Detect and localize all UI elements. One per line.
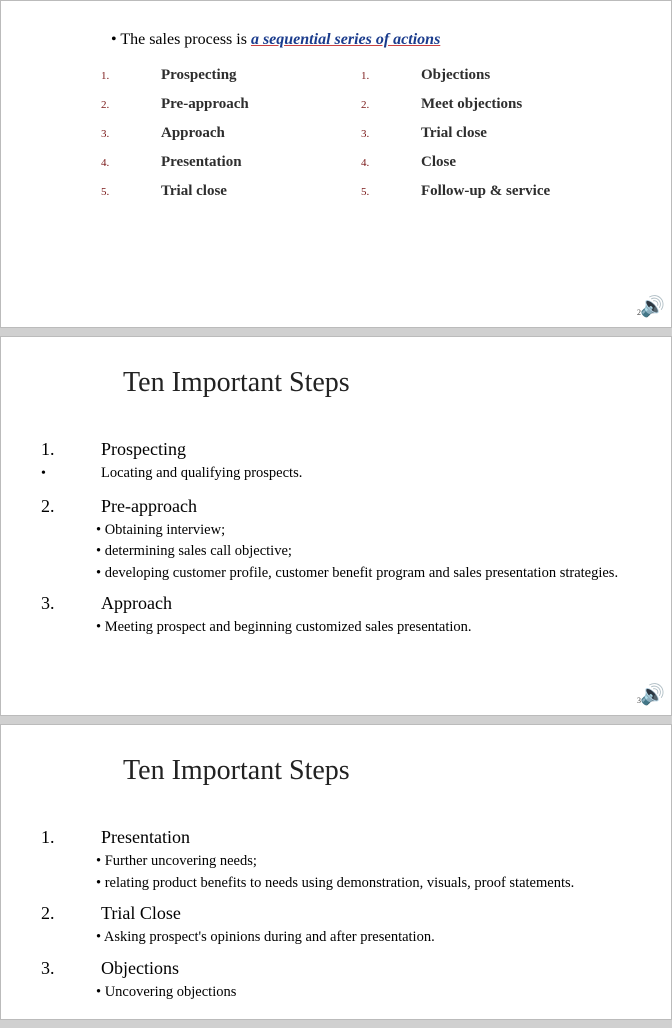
sub-line: • Locating and qualifying prospects. (41, 464, 631, 486)
sub-text: • Uncovering objections (96, 983, 631, 1003)
step-number: 4. (361, 157, 421, 169)
step-label: Objections (421, 67, 490, 84)
slide-title: Ten Important Steps (123, 367, 631, 399)
speaker-icon: 🔊 (640, 294, 665, 319)
sub-text: • relating product benefits to needs usi… (96, 874, 631, 894)
step-row: 1.Objections (361, 67, 621, 84)
sub-text: • determining sales call objective; (96, 542, 631, 562)
step-row: 5.Follow-up & service (361, 183, 621, 200)
step-label: Close (421, 154, 456, 171)
sub-text: • Asking prospect's opinions during and … (96, 928, 631, 948)
item-head: 3. Approach (41, 593, 631, 614)
step-number: 4. (101, 157, 161, 169)
step-row: 2.Pre-approach (101, 96, 361, 113)
step-number: 2. (361, 99, 421, 111)
step-label: Follow-up & service (421, 183, 550, 200)
item-number: 3. (41, 958, 101, 979)
slide-1: • The sales process is a sequential seri… (0, 0, 672, 328)
item-block: 3. Objections • Uncovering objections (41, 958, 631, 1003)
item-block: 3. Approach • Meeting prospect and begin… (41, 593, 631, 638)
item-block: 2. Trial Close • Asking prospect's opini… (41, 903, 631, 948)
sub-text: • Obtaining interview; (96, 521, 631, 541)
step-number: 3. (361, 128, 421, 140)
step-number: 1. (101, 70, 161, 82)
intro-prefix: • The sales process is (111, 31, 251, 48)
step-label: Trial close (161, 183, 227, 200)
item-block: 1. Presentation • Further uncovering nee… (41, 827, 631, 893)
step-row: 4.Presentation (101, 154, 361, 171)
step-row: 1.Prospecting (101, 67, 361, 84)
step-row: 3.Approach (101, 125, 361, 142)
step-number: 3. (101, 128, 161, 140)
step-label: Pre-approach (161, 96, 249, 113)
sub-text: • Meeting prospect and beginning customi… (96, 618, 631, 638)
item-title: Trial Close (101, 903, 181, 924)
sub-text: • Further uncovering needs; (96, 852, 631, 872)
item-head: 1. Presentation (41, 827, 631, 848)
step-row: 5.Trial close (101, 183, 361, 200)
slide-2: Ten Important Steps 1. Prospecting • Loc… (0, 336, 672, 716)
item-head: 2. Pre-approach (41, 496, 631, 517)
step-row: 2.Meet objections (361, 96, 621, 113)
intro-emphasis: a sequential series of actions (251, 31, 440, 48)
step-label: Approach (161, 125, 225, 142)
sub-text: • developing customer profile, customer … (96, 564, 631, 584)
step-number: 5. (101, 186, 161, 198)
item-head: 3. Objections (41, 958, 631, 979)
slide-title: Ten Important Steps (123, 755, 631, 787)
intro-line: • The sales process is a sequential seri… (111, 31, 631, 49)
step-label: Presentation (161, 154, 242, 171)
step-label: Prospecting (161, 67, 237, 84)
step-number: 5. (361, 186, 421, 198)
step-number: 1. (361, 70, 421, 82)
column-left: 1.Prospecting 2.Pre-approach 3.Approach … (101, 67, 361, 212)
item-number: 2. (41, 903, 101, 924)
item-block: 1. Prospecting • Locating and qualifying… (41, 439, 631, 486)
step-label: Meet objections (421, 96, 522, 113)
item-number: 1. (41, 439, 101, 460)
item-number: 3. (41, 593, 101, 614)
item-head: 1. Prospecting (41, 439, 631, 460)
step-label: Trial close (421, 125, 487, 142)
item-title: Prospecting (101, 439, 186, 460)
item-number: 2. (41, 496, 101, 517)
item-title: Objections (101, 958, 179, 979)
item-number: 1. (41, 827, 101, 848)
item-head: 2. Trial Close (41, 903, 631, 924)
column-right: 1.Objections 2.Meet objections 3.Trial c… (361, 67, 621, 212)
two-columns: 1.Prospecting 2.Pre-approach 3.Approach … (101, 67, 631, 212)
item-block: 2. Pre-approach • Obtaining interview; •… (41, 496, 631, 584)
bullet: • (41, 466, 101, 482)
sub-text: Locating and qualifying prospects. (101, 464, 302, 484)
slide-3: Ten Important Steps 1. Presentation • Fu… (0, 724, 672, 1020)
step-row: 4.Close (361, 154, 621, 171)
step-number: 2. (101, 99, 161, 111)
item-title: Presentation (101, 827, 190, 848)
step-row: 3.Trial close (361, 125, 621, 142)
item-title: Pre-approach (101, 496, 197, 517)
item-title: Approach (101, 593, 172, 614)
speaker-icon: 🔊 (640, 682, 665, 707)
